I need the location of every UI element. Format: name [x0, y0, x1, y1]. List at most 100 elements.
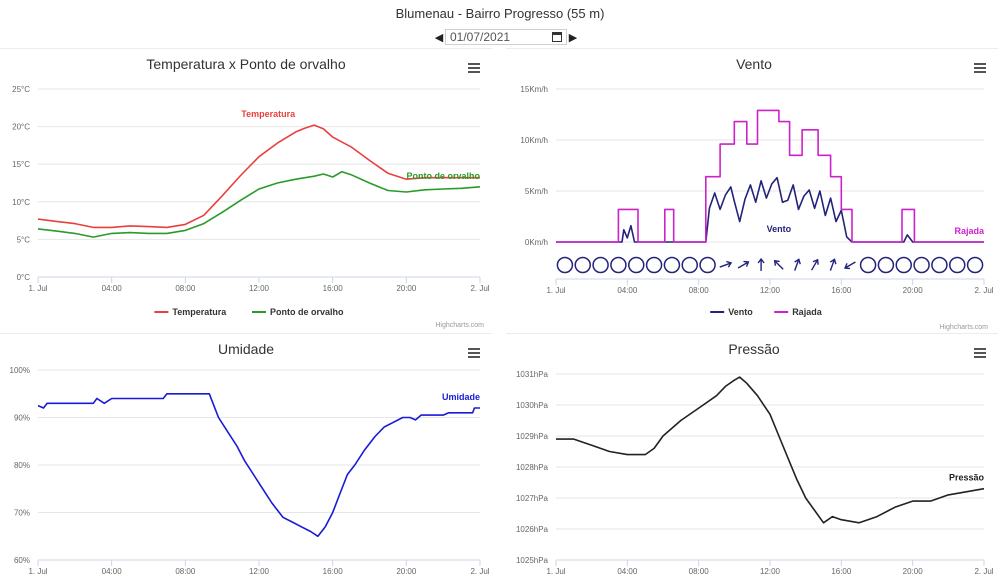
- arrow-shaft: [810, 260, 818, 271]
- calm-circle-icon: [949, 256, 966, 274]
- legend-item[interactable]: Rajada: [774, 307, 823, 317]
- pressure-chart: Pressão 1025hPa 1026hPa 1027hPa 1028hPa 1029h…: [516, 341, 994, 576]
- y-tick-label: 1028hPa: [516, 463, 549, 472]
- arrow-shaft: [829, 260, 835, 271]
- calm-circle-icon: [645, 256, 663, 274]
- x-tick-label: 16:00: [831, 286, 852, 295]
- wind-arrow-icon: [757, 257, 765, 271]
- wind-arrow-icon: [719, 260, 733, 268]
- station-title: Blumenau - Bairro Progresso (55 m): [395, 6, 605, 21]
- temperature-chart-panel: Temperatura x Ponto de orvalho 0°C 5°C 10°C…: [0, 48, 492, 332]
- y-tick-label: 15°C: [12, 160, 30, 169]
- y-tick-label: 0°C: [17, 273, 31, 282]
- wind-arrow-icon: [810, 258, 819, 271]
- arrow-head: [829, 258, 837, 265]
- date-input[interactable]: 01/07/2021: [445, 29, 567, 45]
- arrow-head: [794, 258, 801, 265]
- y-tick-label: 1029hPa: [516, 432, 549, 441]
- calm-circle-icon: [628, 256, 645, 274]
- legend-item[interactable]: Vento: [710, 307, 753, 317]
- series-data-label: Vento: [767, 224, 792, 234]
- x-tick-label: 04:00: [617, 567, 638, 576]
- credits-link: Highcharts.com: [435, 322, 484, 329]
- series-line-temperatura: [37, 124, 480, 229]
- x-tick-label: 20:00: [903, 567, 924, 576]
- calm-circle-icon: [681, 256, 698, 274]
- wind-arrow-icon: [737, 260, 750, 269]
- legend-item[interactable]: Ponto de orvalho: [252, 307, 344, 317]
- y-tick-label: 1030hPa: [516, 401, 549, 410]
- calm-circle-icon: [931, 256, 948, 274]
- humidity-chart-panel: Umidade 60% 70% 80% 90% 100% 1. Jul 04:00 08:00 1…: [0, 333, 492, 579]
- menu-bar: [468, 63, 480, 65]
- page-header: Blumenau - Bairro Progresso (55 m) ◀ 01/…: [0, 0, 1000, 48]
- y-tick-label: 25°C: [12, 85, 30, 94]
- credits-link: Highcharts.com: [939, 324, 988, 331]
- arrow-head: [726, 260, 733, 268]
- y-tick-label: 5Km/h: [525, 187, 548, 196]
- x-tick-label: 1. Jul: [546, 567, 565, 576]
- series-data-label: Ponto de orvalho: [406, 171, 480, 181]
- legend-label: Ponto de orvalho: [270, 307, 344, 317]
- y-tick-label: 5°C: [17, 235, 31, 244]
- menu-bar: [974, 356, 986, 358]
- series-data-label: Temperatura: [241, 109, 296, 119]
- arrow-head: [844, 263, 851, 270]
- x-tick-label: 2. Jul: [974, 567, 993, 576]
- humidity-chart: Umidade 60% 70% 80% 90% 100% 1. Jul 04:00 08:00 1…: [10, 341, 490, 576]
- chart-menu-icon[interactable]: [974, 63, 986, 73]
- y-tick-label: 10°C: [12, 198, 30, 207]
- x-tick-label: 08:00: [175, 567, 196, 576]
- legend-label: Temperatura: [172, 307, 227, 317]
- arrow-head: [757, 257, 765, 264]
- legend-item[interactable]: Temperatura: [154, 307, 227, 317]
- legend-label: Rajada: [792, 307, 823, 317]
- x-tick-label: 20:00: [396, 284, 417, 293]
- series-line-ponto-de-orvalho: [37, 170, 481, 238]
- arrow-shaft: [774, 260, 784, 270]
- series-data-label: Rajada: [954, 226, 985, 236]
- arrow-head: [812, 258, 819, 265]
- x-tick-label: 08:00: [175, 284, 196, 293]
- y-tick-label: 1026hPa: [516, 525, 549, 534]
- calendar-icon[interactable]: [552, 32, 562, 42]
- arrow-head: [743, 260, 750, 267]
- date-value: 01/07/2021: [450, 30, 511, 44]
- legend-label: Vento: [728, 307, 753, 317]
- menu-bar: [468, 67, 480, 69]
- x-tick-label: 16:00: [831, 567, 852, 576]
- x-tick-label: 12:00: [249, 284, 270, 293]
- calm-circle-icon: [859, 256, 877, 274]
- x-tick-label: 20:00: [903, 286, 924, 295]
- menu-bar: [468, 352, 480, 354]
- x-tick-label: 16:00: [323, 567, 344, 576]
- caret-right-icon[interactable]: ▶: [568, 31, 578, 44]
- series-line-rajada: [556, 109, 984, 243]
- chart-menu-icon[interactable]: [468, 63, 480, 73]
- x-tick-label: 2. Jul: [470, 284, 489, 293]
- date-navigator: ◀ 01/07/2021 ▶: [433, 28, 579, 46]
- arrow-shaft: [845, 261, 856, 269]
- calm-circle-icon: [610, 256, 627, 274]
- y-tick-label: 1027hPa: [516, 494, 549, 503]
- x-tick-label: 1. Jul: [546, 286, 565, 295]
- series-data-label: Pressão: [949, 473, 985, 483]
- y-tick-label: 1025hPa: [516, 556, 549, 565]
- x-tick-label: 04:00: [617, 286, 638, 295]
- menu-bar: [468, 348, 480, 350]
- calm-circle-icon: [913, 256, 930, 274]
- caret-left-icon[interactable]: ◀: [434, 31, 444, 44]
- y-tick-label: 10Km/h: [520, 136, 548, 145]
- menu-bar: [468, 71, 480, 73]
- chart-menu-icon[interactable]: [974, 348, 986, 358]
- wind-arrow-icon: [829, 258, 837, 271]
- chart-menu-icon[interactable]: [468, 348, 480, 358]
- menu-bar: [974, 67, 986, 69]
- calm-circle-icon: [877, 256, 895, 274]
- x-tick-label: 04:00: [102, 567, 123, 576]
- chart-title: Pressão: [728, 341, 780, 357]
- menu-bar: [974, 63, 986, 65]
- x-tick-label: 12:00: [249, 567, 270, 576]
- y-tick-label: 15Km/h: [520, 85, 548, 94]
- y-tick-label: 90%: [14, 414, 30, 423]
